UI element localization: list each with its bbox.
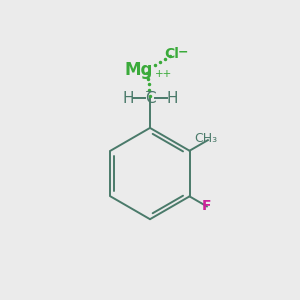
Text: Cl: Cl [165,47,179,61]
Text: −: − [145,87,155,97]
Text: C: C [145,91,155,106]
Text: H: H [122,91,134,106]
Text: −: − [178,45,188,58]
Text: H: H [166,91,178,106]
Text: ++: ++ [154,69,172,79]
Text: CH₃: CH₃ [194,133,217,146]
Text: F: F [202,200,212,213]
Text: Mg: Mg [124,61,153,79]
